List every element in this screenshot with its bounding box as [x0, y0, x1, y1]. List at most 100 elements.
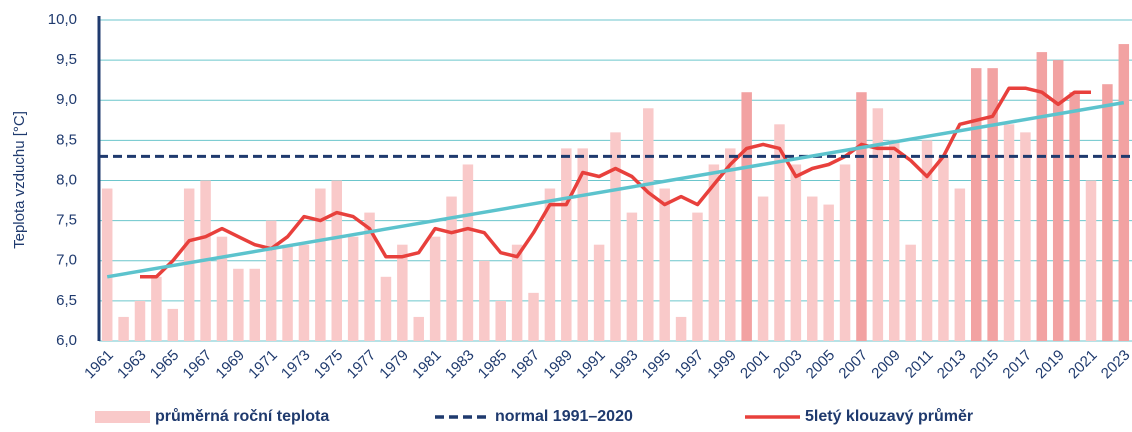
x-tick-label: 1993: [606, 347, 642, 383]
x-tick-label: 1981: [409, 347, 445, 383]
bar: [757, 196, 769, 341]
y-axis-label: Teplota vzduchu [°C]: [11, 111, 28, 249]
bar: [970, 68, 982, 342]
bar: [282, 244, 293, 341]
trend-line: [106, 100, 1125, 279]
bar: [347, 236, 359, 341]
x-tick-label: 1999: [704, 347, 740, 383]
bar: [544, 188, 556, 341]
bar: [249, 268, 261, 341]
legend-swatch: [95, 411, 150, 423]
y-tick-label: 10,0: [48, 11, 77, 28]
x-tick-label: 2009: [868, 347, 904, 383]
bar: [807, 196, 818, 341]
x-tick-label: 1977: [344, 347, 380, 383]
y-tick-label: 9,5: [56, 51, 77, 68]
x-tick-label: 2019: [1032, 347, 1068, 383]
bar: [462, 164, 474, 341]
bar: [216, 236, 228, 341]
bar: [577, 148, 588, 341]
y-tick-label: 8,5: [56, 131, 77, 148]
bar: [265, 220, 277, 341]
x-tick-label: 2023: [1098, 347, 1132, 383]
bar: [413, 316, 424, 341]
bar: [298, 244, 310, 341]
legend-label: 5letý klouzavý průměr: [805, 408, 973, 425]
x-tick-label: 1989: [540, 347, 576, 383]
y-tick-label: 7,5: [56, 212, 77, 229]
bar: [888, 140, 900, 341]
x-tick-label: 1997: [671, 347, 707, 383]
bar: [1003, 124, 1015, 341]
bar: [856, 92, 867, 341]
x-tick-label: 1963: [114, 347, 150, 383]
x-tick-label: 1991: [573, 347, 609, 383]
x-tick-label: 1987: [508, 347, 544, 383]
x-tick-label: 1995: [639, 347, 675, 383]
bar: [315, 188, 326, 341]
bar: [511, 244, 523, 341]
bar: [118, 316, 129, 341]
legend-label: normal 1991–2020: [495, 408, 633, 425]
bar: [659, 188, 670, 341]
bar: [101, 188, 113, 341]
bar: [134, 300, 146, 341]
bar: [839, 164, 851, 341]
x-tick-label: 1975: [311, 347, 347, 383]
x-tick-label: 2011: [902, 347, 937, 382]
x-tick-label: 1967: [180, 347, 216, 383]
x-tick-label: 2017: [999, 347, 1035, 383]
bar: [364, 212, 375, 341]
bar: [725, 148, 736, 341]
x-tick-label: 1973: [278, 347, 314, 383]
x-tick-label: 2001: [737, 347, 773, 383]
x-tick-label: 2003: [770, 347, 806, 383]
bar: [1052, 60, 1064, 341]
bar: [1036, 52, 1048, 341]
x-tick-label: 2013: [934, 347, 970, 383]
bar: [790, 164, 802, 341]
bar: [938, 156, 949, 341]
bar: [479, 260, 490, 341]
bar: [872, 108, 884, 342]
x-tick-label: 2007: [835, 347, 871, 383]
bar: [429, 236, 441, 341]
bar: [741, 92, 752, 341]
x-tick-label: 1961: [81, 347, 117, 383]
x-tick-label: 2005: [803, 347, 839, 383]
bar: [708, 164, 720, 341]
bar: [593, 244, 605, 341]
legend-label: průměrná roční teplota: [155, 408, 329, 425]
bar: [1102, 84, 1113, 341]
x-tick-label: 1969: [212, 347, 248, 383]
bar: [954, 188, 966, 341]
moving-average-line: [140, 86, 1091, 279]
bar: [233, 268, 244, 341]
bar: [626, 212, 638, 341]
bar: [905, 244, 916, 341]
y-tick-label: 9,0: [56, 91, 77, 108]
y-tick-label: 6,0: [56, 332, 77, 349]
bar: [675, 316, 687, 341]
bar: [561, 148, 572, 341]
bar: [774, 124, 785, 341]
x-tick-label: 1983: [442, 347, 478, 383]
bar: [331, 180, 343, 341]
bar: [1085, 180, 1097, 341]
bar: [692, 212, 703, 341]
bar: [823, 204, 834, 341]
bar: [380, 276, 392, 341]
x-tick-label: 1965: [147, 347, 183, 383]
bar: [495, 300, 506, 341]
y-tick-label: 7,0: [56, 252, 77, 269]
bar: [1069, 92, 1080, 341]
bar: [610, 132, 621, 341]
bar: [528, 292, 539, 341]
bar: [446, 196, 457, 341]
y-tick-label: 6,5: [56, 292, 77, 309]
bar: [1118, 44, 1130, 341]
x-tick-label: 2015: [967, 347, 1003, 383]
bar: [987, 68, 998, 342]
y-tick-label: 8,0: [56, 171, 77, 188]
